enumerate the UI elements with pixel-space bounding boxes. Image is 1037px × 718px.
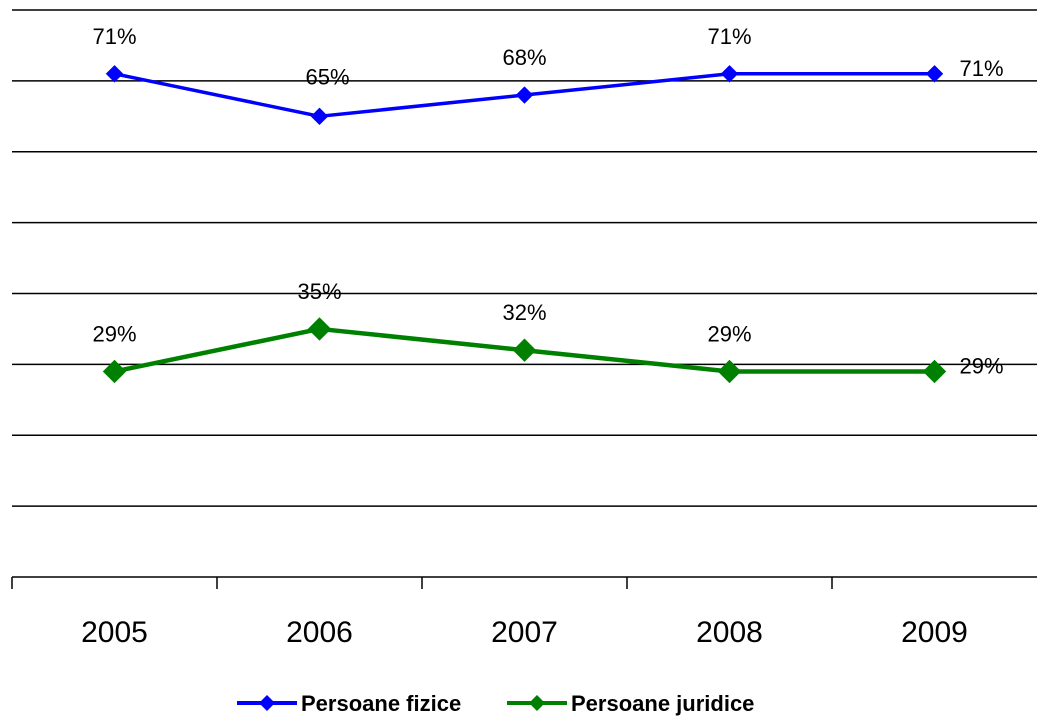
data-label: 71% [92,24,136,49]
x-tick-label: 2007 [491,616,558,649]
x-axis-ticks: 2005 2006 2007 2008 2009 [11,577,968,649]
gridlines [12,9,1037,507]
x-tick-label: 2005 [81,616,148,649]
series-markers [102,65,947,384]
legend-marker [259,695,275,711]
legend: Persoane fizice Persoane juridice [237,691,754,716]
data-label: 32% [502,300,546,325]
series-2-marker [307,317,332,341]
series-1-marker [720,65,739,83]
data-label: 29% [707,321,751,346]
data-label: 71% [707,24,751,49]
data-label: 35% [297,279,341,304]
series-2-marker [102,359,127,384]
data-label: 29% [92,321,136,346]
series-2-marker [922,359,947,384]
series-1-marker [105,65,124,83]
legend-item-2: Persoane juridice [507,691,754,716]
series-2-marker [512,338,537,362]
series-1-marker [310,107,329,126]
data-label: 71% [960,56,1004,81]
series-2-marker [717,359,742,384]
series-1-marker [515,86,534,104]
x-tick-label: 2008 [696,616,763,649]
data-label: 65% [305,64,349,89]
x-tick-label: 2006 [286,616,353,649]
legend-label: Persoane fizice [301,691,461,716]
legend-item-1: Persoane fizice [237,691,461,716]
x-tick-label: 2009 [901,616,968,649]
legend-marker [529,695,545,711]
data-label: 68% [502,45,546,70]
series-1-marker [925,65,944,83]
data-label: 29% [960,353,1004,378]
data-labels: 71% 65% 68% 71% 71% 29% 35% 32% 29% 29% [92,24,1003,379]
legend-label: Persoane juridice [571,691,754,716]
